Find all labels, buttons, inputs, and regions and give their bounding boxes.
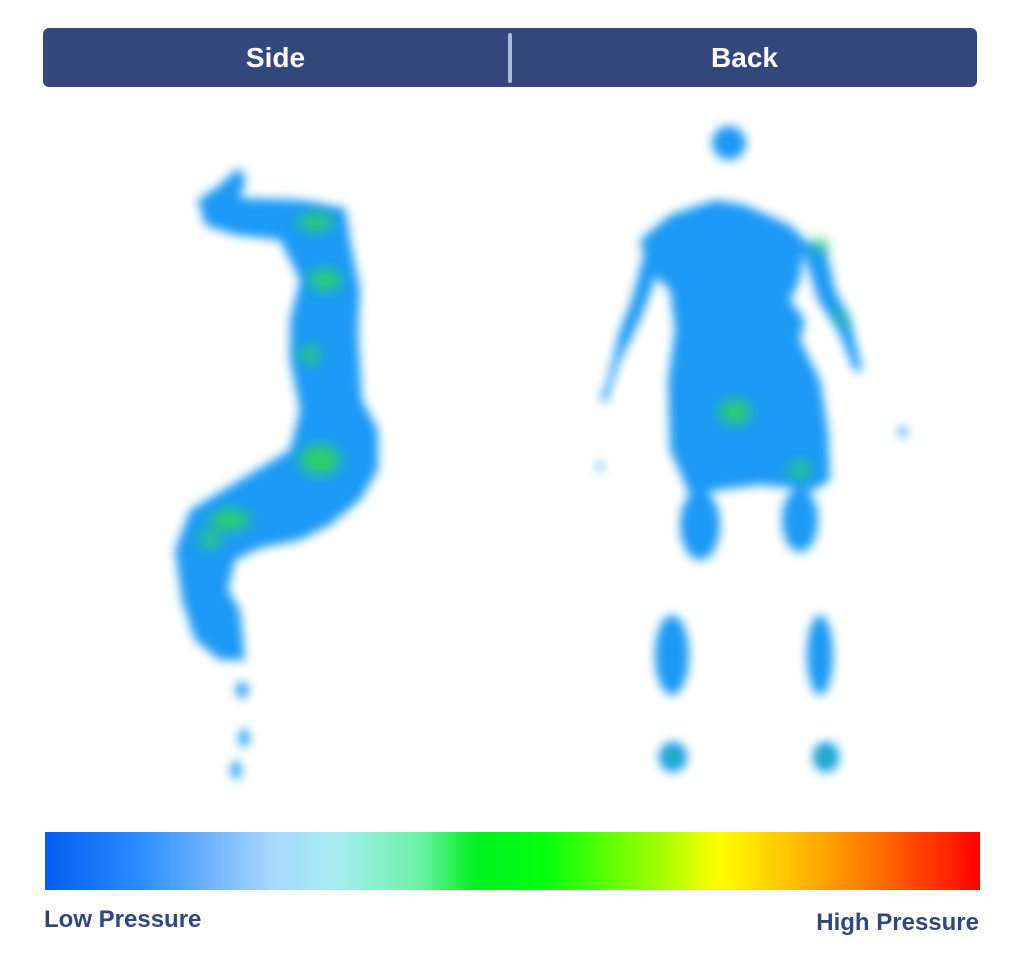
low-pressure-label: Low Pressure [44,906,202,933]
tab-back[interactable]: Back [711,41,778,73]
view-tabs: Side Back [43,28,977,87]
tab-side[interactable]: Side [245,41,306,73]
side-pressure-map [175,168,378,779]
pressure-maps [175,126,907,779]
tab-divider [508,32,512,83]
pressure-color-scale [45,832,980,890]
high-pressure-label: High Pressure [816,909,979,936]
back-pressure-map [597,126,907,772]
